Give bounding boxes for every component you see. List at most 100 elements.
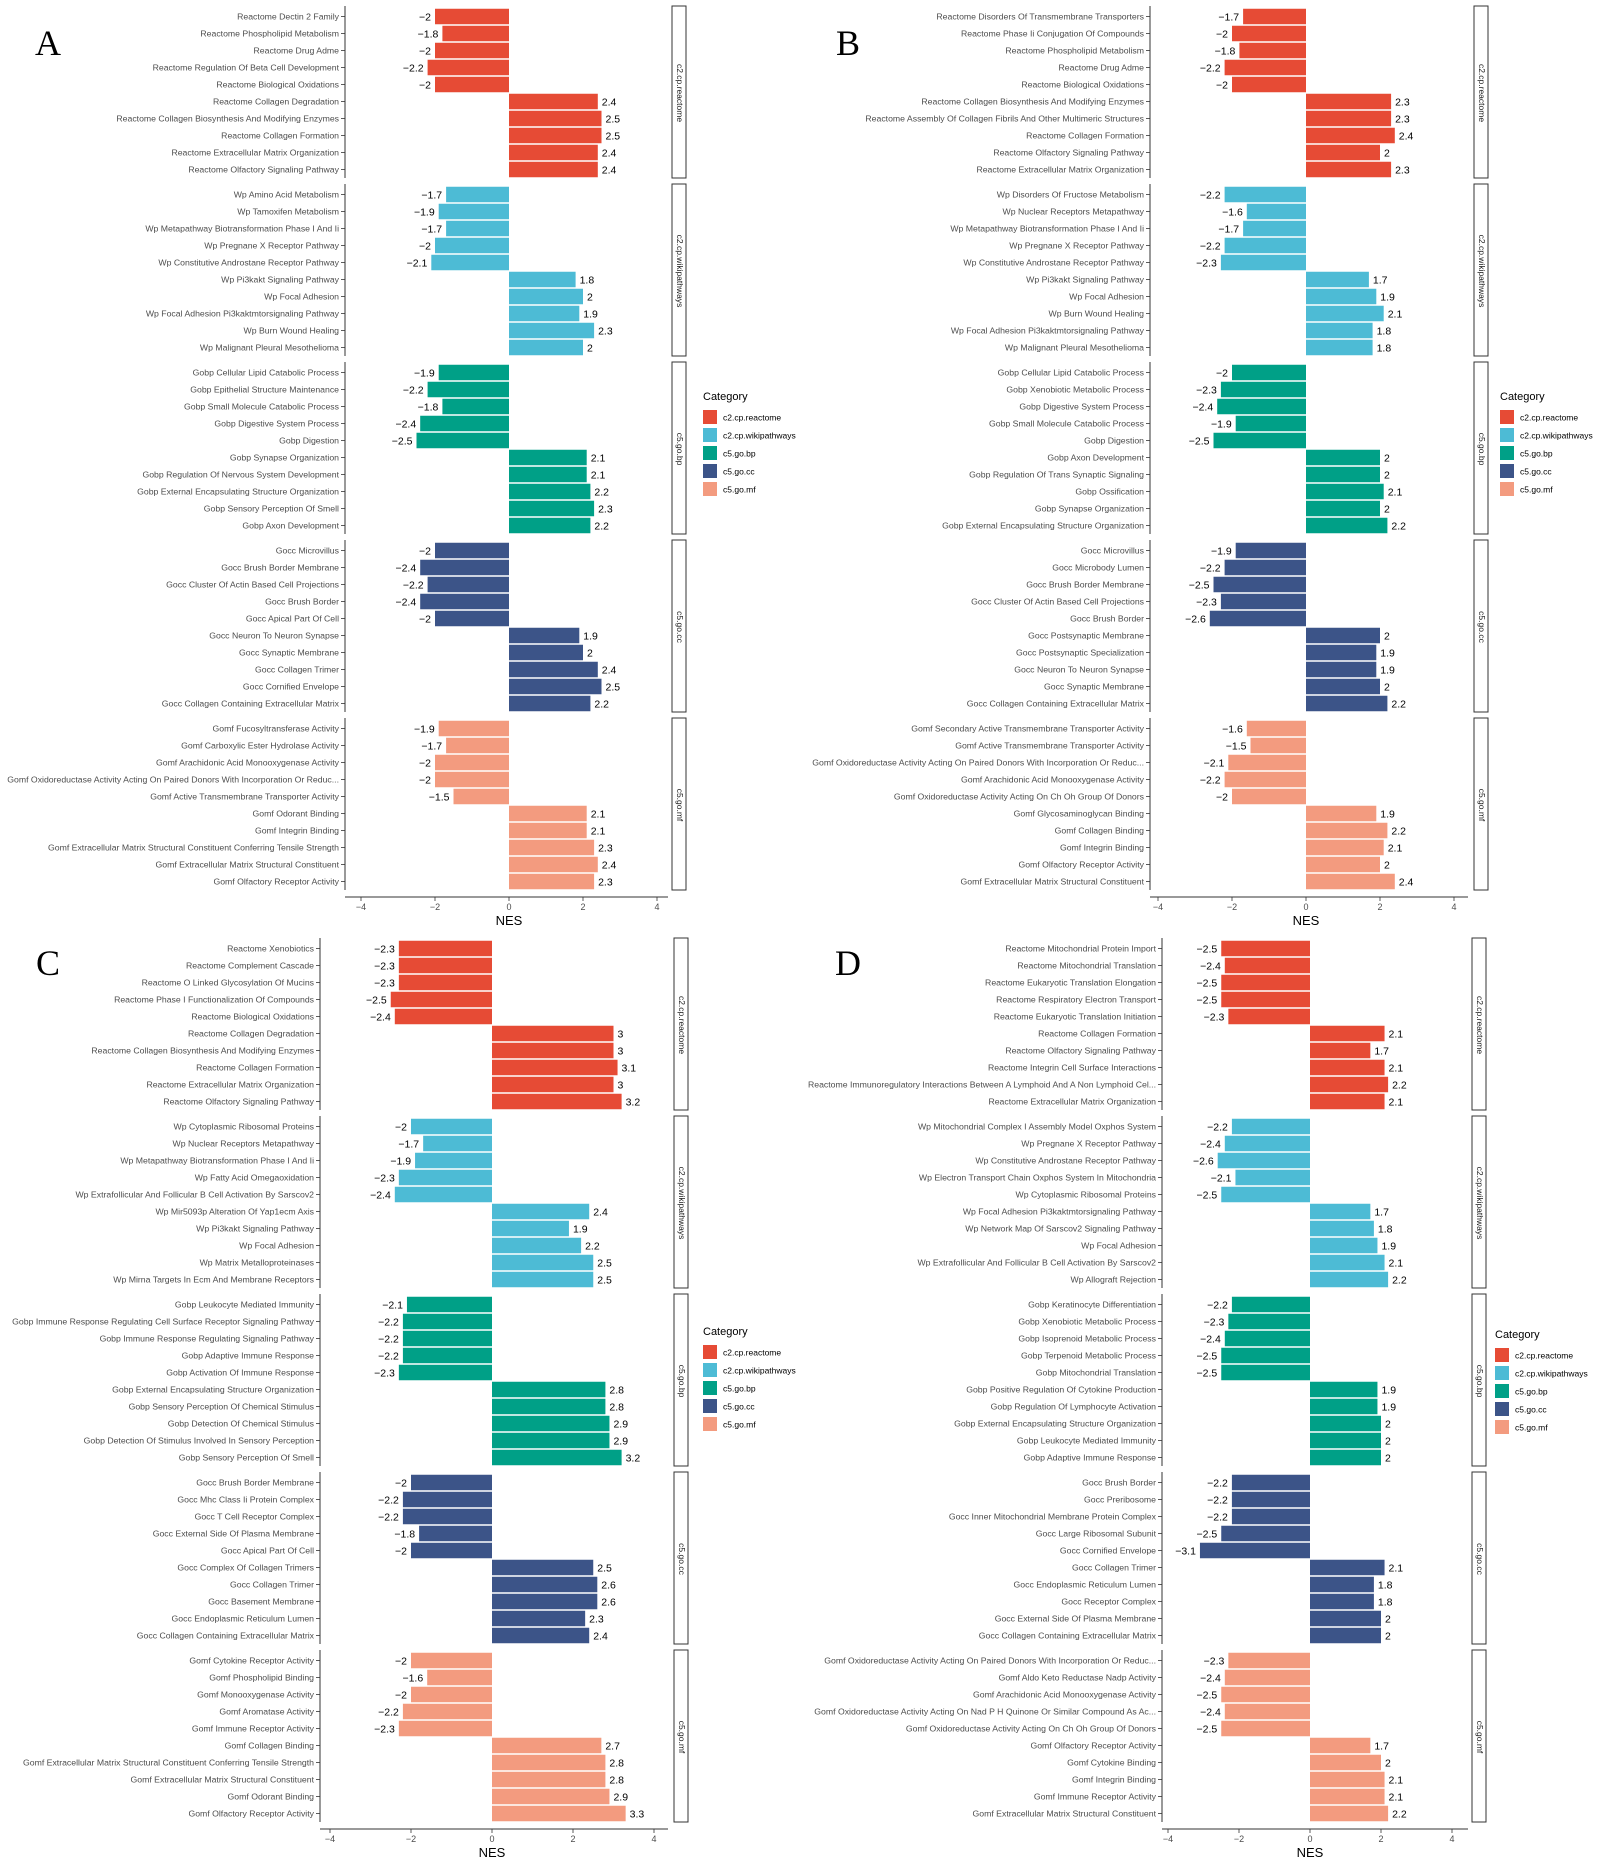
nes-bar [427, 1669, 492, 1686]
nes-value-label: 2.6 [601, 1597, 616, 1609]
nes-bar [1213, 576, 1306, 593]
nes-bar [1310, 1627, 1381, 1644]
term-label: Gocc Receptor Complex [1061, 1597, 1156, 1607]
term-label: Reactome Extracellular Matrix Organizati… [146, 1080, 314, 1090]
nes-value-label: −2.3 [374, 1724, 395, 1736]
nes-value-label: 2.2 [585, 1241, 600, 1253]
nes-value-label: −2.4 [395, 597, 416, 609]
nes-value-label: −2 [1216, 29, 1228, 41]
nes-bar [492, 1415, 610, 1432]
term-label: Reactome Phase Ii Conjugation Of Compoun… [961, 29, 1145, 39]
term-label: Wp Metapathway Biotransformation Phase I… [120, 1156, 314, 1166]
term-label: Wp Nuclear Receptors Metapathway [173, 1139, 315, 1149]
nes-value-label: 2.8 [609, 1385, 624, 1397]
nes-value-label: 2.8 [609, 1775, 624, 1787]
term-label: Wp Burn Wound Healing [1049, 309, 1145, 319]
nes-value-label: −2.2 [1207, 1300, 1228, 1312]
facet-strip [1471, 1115, 1487, 1289]
legend-title: Category [703, 1326, 748, 1338]
nes-bar [1243, 220, 1306, 237]
term-label: Wp Pregnane X Receptor Pathway [204, 241, 339, 251]
nes-value-label: −2.5 [1197, 978, 1218, 990]
nes-value-label: −2 [1216, 368, 1228, 380]
nes-bar [1306, 144, 1380, 161]
term-label: Reactome Dectin 2 Family [237, 12, 340, 22]
nes-value-label: 1.8 [1377, 326, 1392, 338]
term-label: Gobp Small Molecule Catabolic Process [989, 419, 1145, 429]
x-tick-label: −4 [325, 1834, 335, 1844]
x-tick-label: 2 [570, 1834, 575, 1844]
nes-bar [492, 1237, 582, 1254]
facet-strip-label: c2.cp.wikipathways [675, 235, 685, 308]
nes-value-label: −2.5 [1197, 1529, 1218, 1541]
nes-bar [492, 1220, 569, 1237]
term-label: Gomf Olfactory Receptor Activity [1018, 860, 1144, 870]
nes-bar [438, 203, 509, 220]
nes-value-label: 2 [1385, 1631, 1391, 1643]
nes-bar [1306, 627, 1380, 644]
nes-value-label: 2.1 [1388, 309, 1403, 321]
legend-label: c2.cp.wikipathways [1515, 1369, 1588, 1379]
legend-swatch [703, 1345, 717, 1359]
nes-bar [446, 737, 509, 754]
x-tick-label: −2 [1234, 1834, 1244, 1844]
nes-bar [1228, 1652, 1310, 1669]
nes-bar [1306, 466, 1380, 483]
term-label: Reactome Olfactory Signaling Pathway [1005, 1046, 1156, 1056]
legend-label: c5.go.cc [1520, 467, 1552, 477]
term-label: Gomf Arachidonic Acid Monooxygenase Acti… [156, 758, 340, 768]
nes-value-label: −2.5 [392, 436, 413, 448]
term-label: Gomf Immune Receptor Activity [192, 1724, 315, 1734]
nes-bar [1310, 1754, 1381, 1771]
facet-strip [673, 1115, 689, 1289]
nes-value-label: −2.5 [1197, 944, 1218, 956]
term-label: Gocc T Cell Receptor Complex [195, 1512, 315, 1522]
term-label: Gomf Oxidoreductase Activity Acting On P… [812, 758, 1144, 768]
legend-swatch [703, 482, 717, 496]
legend-label: c2.cp.wikipathways [723, 431, 796, 441]
nes-value-label: −3.1 [1175, 1546, 1196, 1558]
nes-value-label: −2.3 [374, 1173, 395, 1185]
nes-value-label: −2.2 [1207, 1122, 1228, 1134]
nes-value-label: −1.9 [390, 1156, 411, 1168]
nes-bar [1231, 1508, 1310, 1525]
term-label: Gomf Olfactory Receptor Activity [213, 877, 339, 887]
nes-value-label: −2.2 [403, 580, 424, 592]
facet-strip [1471, 1649, 1487, 1823]
nes-bar [1221, 1364, 1310, 1381]
term-label: Gomf Extracellular Matrix Structural Con… [23, 1758, 314, 1768]
term-label: Gobp Cellular Lipid Catabolic Process [998, 368, 1145, 378]
nes-value-label: 2.4 [602, 148, 617, 160]
term-label: Gocc Basement Membrane [208, 1597, 314, 1607]
nes-value-label: −2.4 [1200, 961, 1221, 973]
nes-bar [1306, 822, 1388, 839]
term-label: Gobp Cellular Lipid Catabolic Process [193, 368, 340, 378]
term-label: Gocc Endoplasmic Reticulum Lumen [172, 1614, 315, 1624]
nes-value-label: 1.7 [1374, 1207, 1389, 1219]
nes-value-label: −1.7 [421, 190, 442, 202]
term-label: Wp Pi3kakt Signaling Pathway [1026, 275, 1144, 285]
nes-bar [509, 517, 591, 534]
nes-value-label: −2.2 [378, 1495, 399, 1507]
term-label: Reactome Immunoregulatory Interactions B… [808, 1080, 1156, 1090]
nes-bar [509, 839, 595, 856]
nes-value-label: 2.5 [606, 682, 621, 694]
nes-value-label: 2.7 [605, 1741, 620, 1753]
term-label: Gobp Detection Of Chemical Stimulus [168, 1419, 315, 1429]
nes-bar [509, 127, 602, 144]
term-label: Gobp Sensory Perception Of Smell [204, 504, 339, 514]
nes-value-label: 2.3 [589, 1614, 604, 1626]
term-label: Reactome Drug Adme [254, 46, 340, 56]
nes-bar [509, 288, 583, 305]
nes-bar [1231, 1118, 1310, 1135]
term-label: Gomf Phospholipid Binding [209, 1673, 314, 1683]
nes-value-label: −2.5 [1197, 1690, 1218, 1702]
term-label: Gobp External Encapsulating Structure Or… [954, 1419, 1156, 1429]
term-label: Gocc Cluster Of Actin Based Cell Project… [971, 597, 1145, 607]
nes-value-label: −2.2 [1207, 1512, 1228, 1524]
nes-bar [1310, 1449, 1381, 1466]
nes-bar [402, 1491, 492, 1508]
term-label: Wp Fatty Acid Omegaoxidation [195, 1173, 314, 1183]
legend: Category c2.cp.reactome c2.cp.wikipathways… [703, 391, 796, 496]
nes-bar [1224, 771, 1306, 788]
